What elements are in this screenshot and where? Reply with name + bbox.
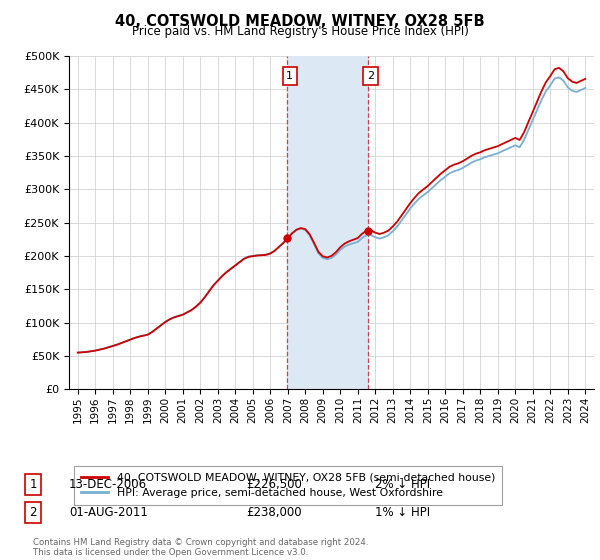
Text: 1: 1 <box>286 71 293 81</box>
Text: Price paid vs. HM Land Registry's House Price Index (HPI): Price paid vs. HM Land Registry's House … <box>131 25 469 38</box>
Text: £226,500: £226,500 <box>246 478 302 491</box>
Text: 01-AUG-2011: 01-AUG-2011 <box>69 506 148 519</box>
Legend: 40, COTSWOLD MEADOW, WITNEY, OX28 5FB (semi-detached house), HPI: Average price,: 40, COTSWOLD MEADOW, WITNEY, OX28 5FB (s… <box>74 466 502 505</box>
Text: £238,000: £238,000 <box>246 506 302 519</box>
Bar <box>287 56 368 389</box>
Text: Contains HM Land Registry data © Crown copyright and database right 2024.
This d: Contains HM Land Registry data © Crown c… <box>33 538 368 557</box>
Text: 1% ↓ HPI: 1% ↓ HPI <box>375 506 430 519</box>
Text: 2: 2 <box>29 506 37 519</box>
Text: 40, COTSWOLD MEADOW, WITNEY, OX28 5FB: 40, COTSWOLD MEADOW, WITNEY, OX28 5FB <box>115 14 485 29</box>
Text: 2: 2 <box>367 71 374 81</box>
Text: 13-DEC-2006: 13-DEC-2006 <box>69 478 147 491</box>
Text: 2% ↓ HPI: 2% ↓ HPI <box>375 478 430 491</box>
Text: 1: 1 <box>29 478 37 491</box>
